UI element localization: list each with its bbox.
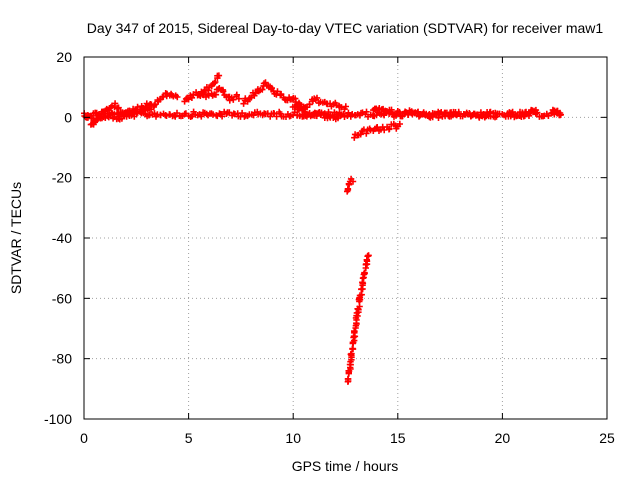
data-point [351, 328, 358, 335]
data-point [325, 108, 332, 116]
data-point [363, 256, 370, 263]
x-tick-label: 25 [599, 430, 615, 446]
y-tick-label: -20 [52, 170, 72, 186]
data-point [188, 94, 196, 101]
y-tick-label: -40 [52, 230, 72, 246]
data-point [394, 108, 401, 115]
data-point [363, 108, 370, 115]
data-point [274, 88, 281, 95]
data-point [532, 106, 540, 114]
data-point [435, 114, 442, 121]
x-tick-label: 5 [185, 430, 193, 446]
data-point [556, 111, 564, 119]
y-tick-labels: -100 -80 -60 -40 -20 0 20 [44, 49, 72, 427]
data-point [115, 104, 122, 111]
data-point [342, 103, 349, 110]
data-point [212, 91, 220, 98]
data-point [455, 110, 463, 117]
data-point [106, 111, 114, 119]
data-point [238, 109, 246, 117]
data-point [235, 95, 243, 102]
data-point [521, 112, 529, 119]
data-point [447, 113, 455, 120]
x-tick-label: 20 [495, 430, 511, 446]
data-point [133, 109, 140, 117]
data-point [393, 111, 400, 118]
y-tick-label: -60 [52, 290, 72, 306]
data-point [262, 79, 269, 86]
data-point [363, 130, 370, 137]
y-tick-label: 20 [56, 49, 72, 65]
data-point [212, 78, 219, 86]
data-point [230, 96, 237, 103]
axis-ticks [83, 56, 608, 420]
data-point [358, 291, 365, 298]
data-point [554, 107, 561, 115]
data-point [396, 120, 403, 128]
x-tick-label: 15 [390, 430, 406, 446]
y-tick-label: 0 [64, 109, 72, 125]
data-point [486, 109, 493, 116]
data-point [337, 112, 345, 119]
data-point [374, 124, 381, 131]
data-point [185, 96, 192, 103]
data-point [349, 178, 357, 185]
y-axis-label: SDTVAR / TECUs [8, 182, 24, 294]
data-point [306, 101, 313, 108]
data-point [345, 109, 352, 116]
data-point [361, 269, 368, 276]
data-point [90, 121, 97, 128]
x-tick-label: 10 [285, 430, 301, 446]
data-point [215, 72, 223, 79]
data-point [233, 91, 240, 98]
data-point [313, 94, 321, 102]
data-point [277, 90, 285, 98]
data-point [198, 113, 205, 120]
data-point [493, 113, 500, 120]
chart-title: Day 347 of 2015, Sidereal Day-to-day VTE… [87, 20, 604, 36]
x-tick-labels: 0 5 10 15 20 25 [80, 430, 615, 446]
data-point [150, 103, 157, 111]
data-point [111, 100, 119, 107]
data-point [386, 125, 393, 132]
y-tick-label: -80 [52, 351, 72, 367]
data-point [218, 113, 226, 120]
data-point [195, 91, 203, 98]
data-point [348, 350, 355, 357]
x-tick-label: 0 [80, 430, 88, 446]
data-point [211, 79, 218, 87]
data-points [81, 72, 564, 385]
data-point [349, 345, 357, 353]
x-axis-label: GPS time / hours [292, 458, 399, 474]
data-point [344, 185, 352, 192]
data-point [365, 252, 372, 259]
data-point [174, 93, 181, 101]
data-point [240, 100, 247, 107]
data-point [259, 86, 266, 93]
data-point [388, 106, 395, 113]
data-point [220, 88, 227, 95]
y-tick-label: -100 [44, 411, 72, 427]
data-point [357, 131, 364, 138]
data-point [314, 110, 321, 117]
